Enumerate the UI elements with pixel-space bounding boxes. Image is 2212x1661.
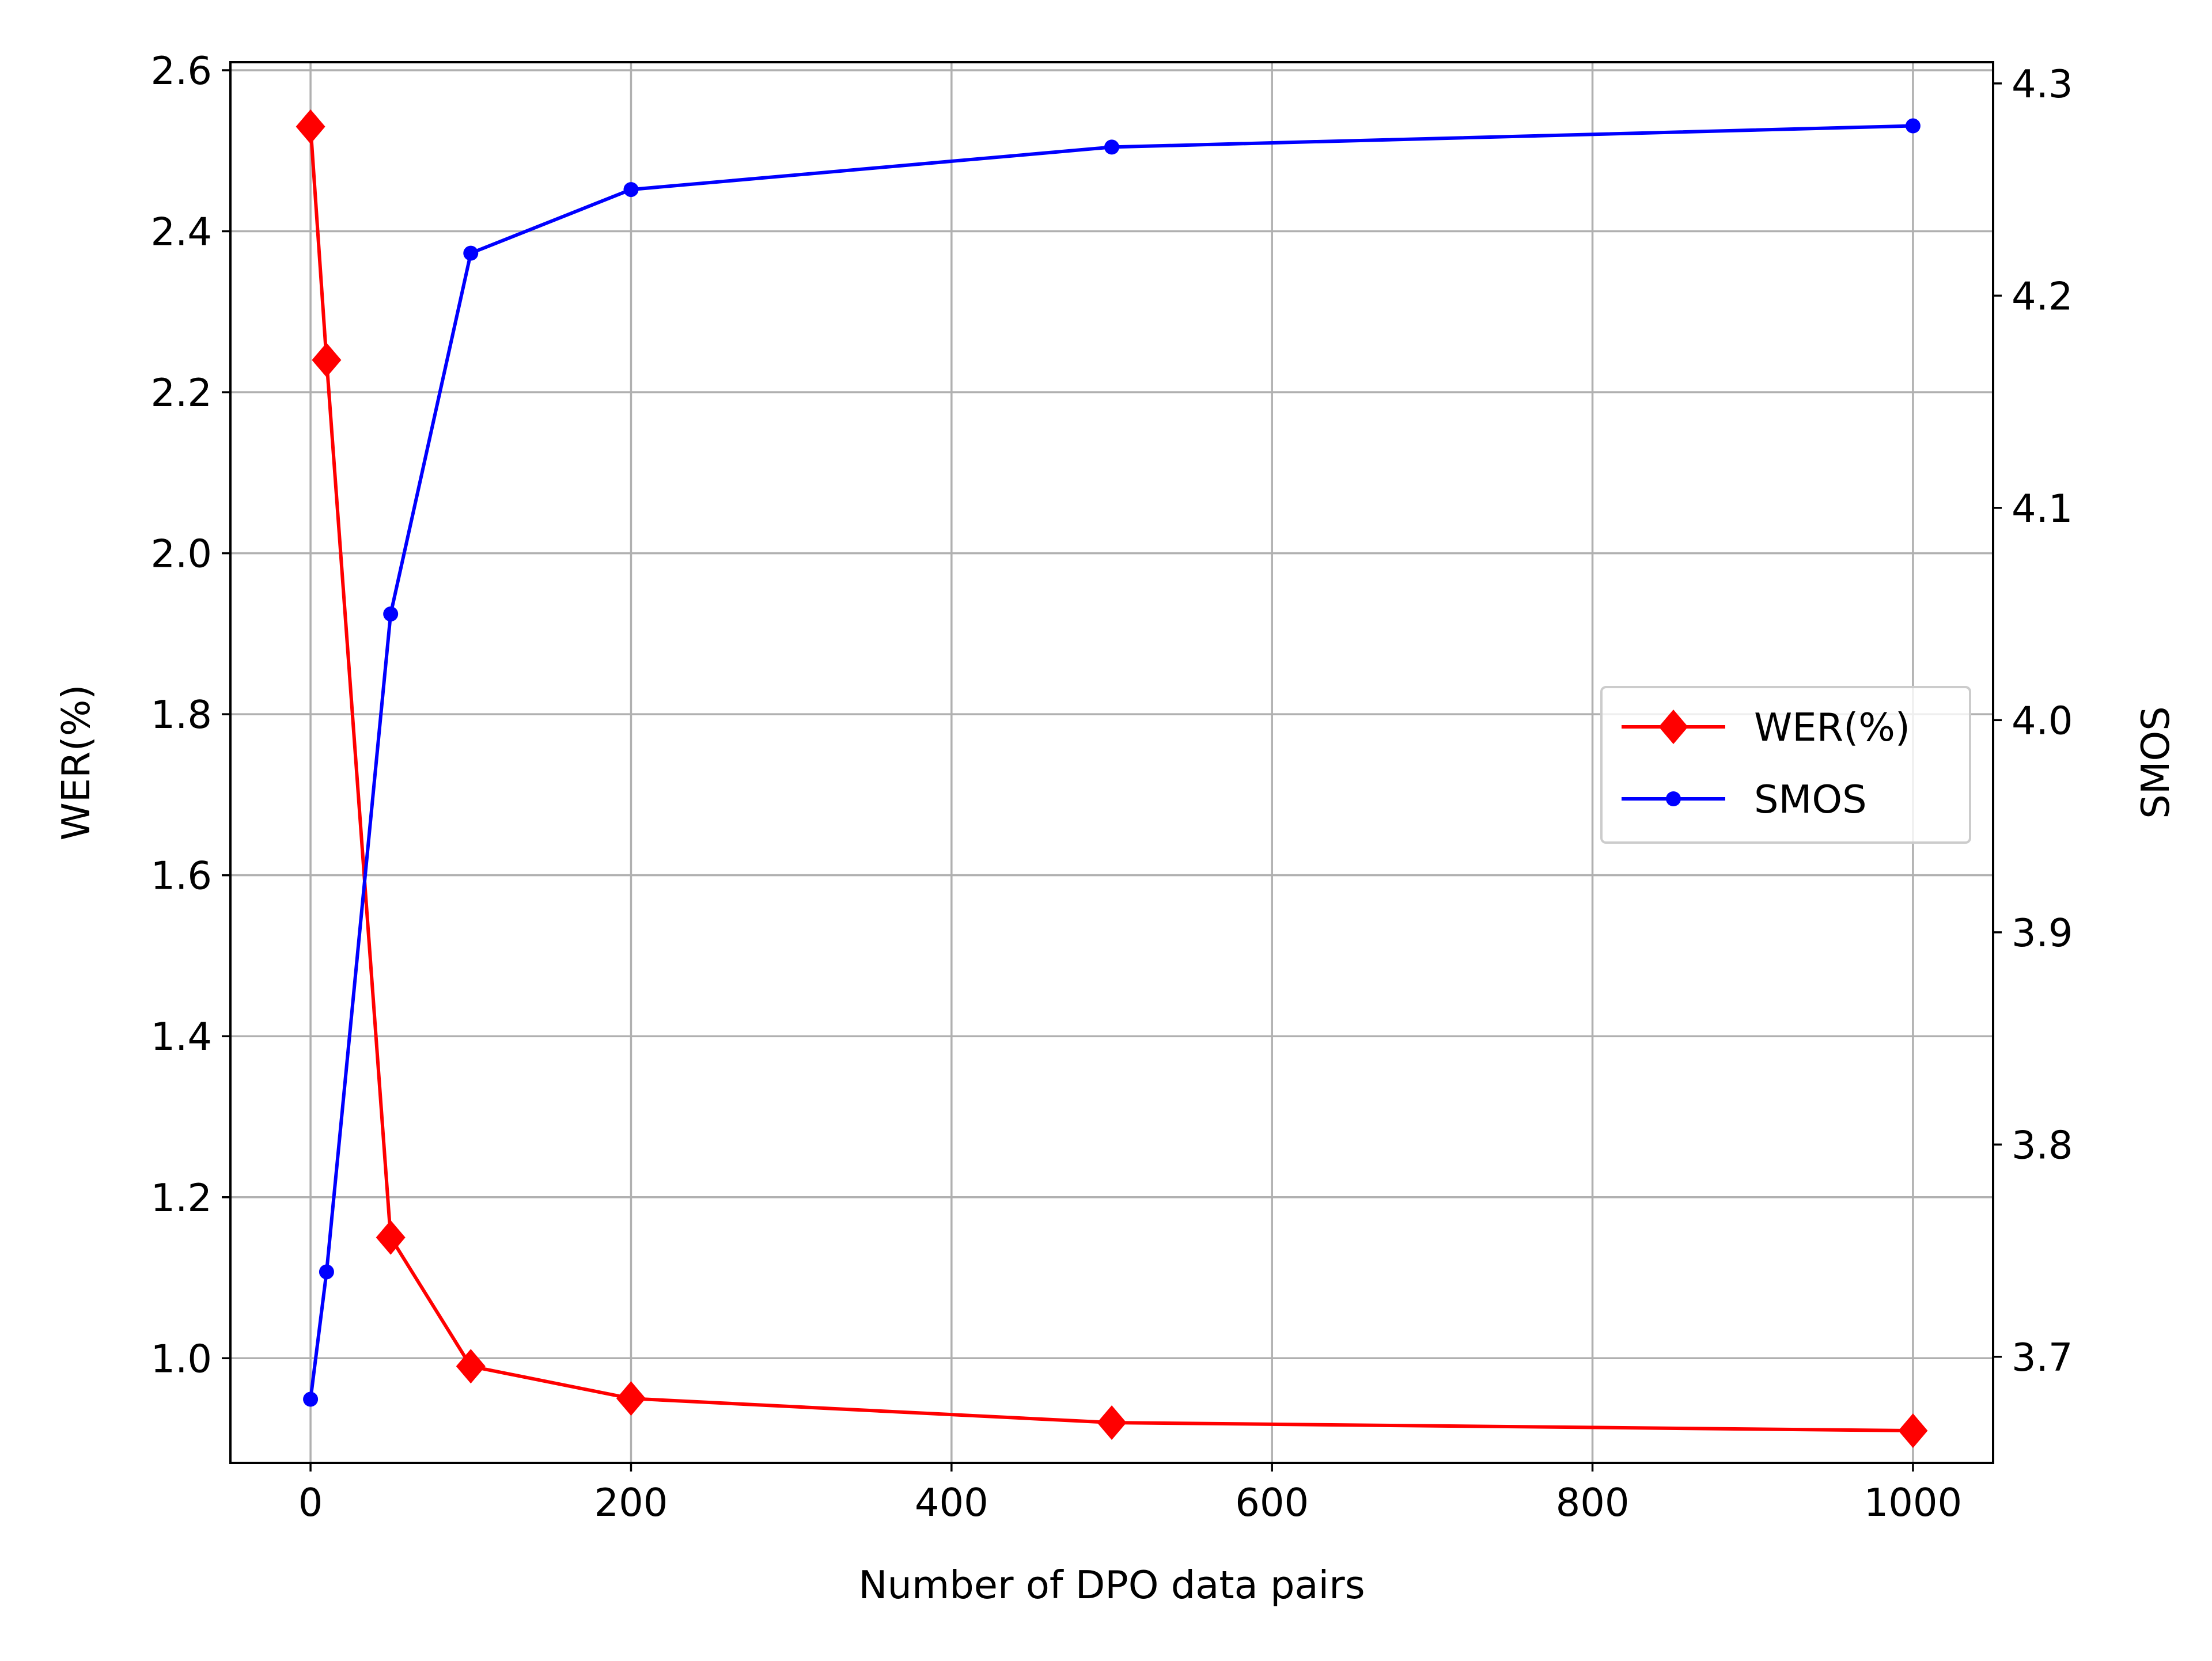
y-right-tick-label: 4.3 [2012,62,2073,107]
data-point-smos [1905,118,1921,134]
data-point-wer [312,343,342,378]
y-right-axis-label: SMOS [2133,706,2178,819]
data-point-smos [383,606,399,622]
data-point-smos [303,1391,319,1407]
y-left-tick-label: 2.2 [150,370,212,415]
y-right-tick-label: 3.9 [2012,911,2073,955]
data-point-wer [1898,1413,1928,1448]
data-point-smos [623,182,639,198]
y-left-tick-label: 1.2 [150,1175,212,1220]
data-point-wer [616,1381,646,1416]
y-left-tick-label: 1.6 [150,854,212,898]
y-left-tick-label: 2.0 [150,532,212,577]
x-tick-label: 1000 [1864,1480,1963,1525]
data-point-wer [1097,1405,1127,1440]
y-left-tick-label: 2.4 [150,210,212,255]
legend: WER(%) SMOS [1600,686,1971,844]
y-left-axis-label: WER(%) [54,684,99,840]
data-point-wer [456,1349,486,1384]
y-right-tick-label: 4.1 [2012,486,2073,531]
x-tick-label: 0 [298,1480,323,1525]
legend-label-smos: SMOS [1754,777,1867,822]
legend-marker-smos [1666,791,1681,806]
data-point-wer [376,1220,406,1255]
y-left-tick-label: 2.6 [150,48,212,93]
data-point-wer [296,109,325,144]
x-axis-label: Number of DPO data pairs [858,1563,1365,1607]
x-tick-label: 600 [1235,1480,1309,1525]
x-tick-label: 800 [1556,1480,1630,1525]
tick-layer: 0 200 400 600 800 1000 1.0 1.2 1.4 1.6 1.8 2.0 2.2 2.… [150,48,2073,1525]
plot-frame [229,61,1994,1464]
y-left-tick-label: 1.0 [150,1336,212,1381]
data-point-smos [463,245,479,261]
y-right-tick-label: 3.7 [2012,1335,2073,1380]
x-tick-label: 200 [594,1480,668,1525]
data-point-smos [319,1264,334,1280]
x-tick-label: 400 [915,1480,988,1525]
data-point-smos [1104,139,1119,155]
y-right-tick-label: 3.8 [2012,1122,2073,1167]
legend-marker-wer [1658,710,1688,744]
y-left-tick-label: 1.4 [150,1014,212,1059]
series-layer [296,109,1928,1448]
y-left-tick-label: 1.8 [150,692,212,737]
y-right-tick-label: 4.2 [2012,274,2073,318]
legend-label-wer: WER(%) [1754,705,1910,750]
y-right-tick-label: 4.0 [2012,698,2073,743]
